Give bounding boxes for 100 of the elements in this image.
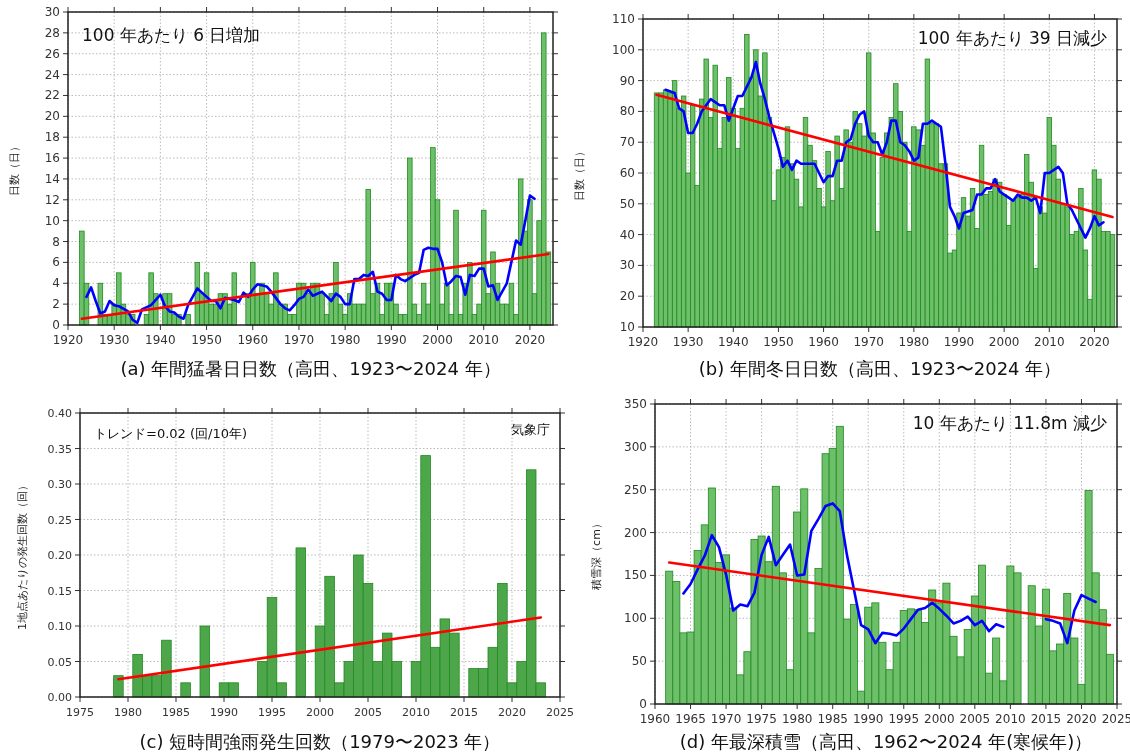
x-tick-label: 1930	[98, 333, 130, 347]
y-tick-label: 60	[619, 166, 635, 180]
x-tick-label: 1995	[888, 712, 920, 726]
text: (d) 年最深積雪（高田、1962〜2024 年(寒候年)）	[679, 731, 1093, 752]
y-tick-label: 300	[624, 439, 647, 454]
x-tick-label: 2000	[988, 335, 1020, 349]
y-tick-label: 14	[44, 171, 60, 186]
x-tick-label: 1980	[114, 706, 142, 719]
x-tick-label: 1920	[627, 335, 659, 349]
annotation: 気象庁	[511, 422, 550, 437]
y-axis-title: 積雪深（cm）	[590, 518, 603, 590]
y-tick-label: 20	[44, 109, 60, 124]
y-axis-title: 日数（日）	[573, 145, 586, 201]
x-tick-label: 2020	[1079, 335, 1110, 349]
x-tick-label: 1980	[781, 712, 813, 726]
bar	[508, 282, 515, 326]
x-tick-label: 1960	[237, 333, 269, 347]
y-tick-label: 0.25	[47, 513, 72, 527]
x-tick-label: 1920	[52, 333, 84, 347]
y-tick-label: 30	[619, 258, 635, 273]
line-series	[85, 194, 536, 325]
y-tick-label: 0	[639, 697, 647, 711]
y-tick-label: 30	[44, 5, 60, 19]
y-tick-label: 250	[624, 482, 647, 497]
x-tick-label: 1990	[376, 333, 407, 347]
bar	[185, 314, 191, 326]
x-tick-label: 1980	[898, 335, 930, 349]
x-tick-label: 2000	[306, 706, 334, 719]
x-tick-label: 1990	[943, 335, 975, 349]
y-axis-title: 1地点あたりの発生回数（回）	[16, 480, 29, 630]
annotation: 10 年あたり 11.8m 減少	[912, 413, 1107, 433]
x-tick-label: 2020	[498, 706, 526, 719]
x-tick-label: 1975	[746, 712, 777, 726]
x-tick-label: 2015	[450, 706, 478, 719]
bar	[231, 272, 237, 326]
text: (b) 年間冬日日数（高田、1923〜2024 年）	[698, 358, 1062, 379]
y-tick-label: 80	[619, 104, 635, 119]
y-tick-label: 2	[52, 297, 60, 312]
x-tick-label: 1970	[853, 335, 884, 349]
y-tick-label: 16	[44, 151, 60, 166]
x-tick-label: 1940	[718, 335, 749, 349]
x-tick-label: 1950	[763, 335, 794, 349]
x-tick-label: 1965	[675, 712, 706, 726]
x-tick-label: 1985	[817, 712, 848, 726]
y-tick-label: 0.05	[47, 655, 72, 669]
y-tick-label: 100	[624, 611, 647, 626]
bar	[365, 188, 371, 326]
y-tick-label: 100	[612, 42, 635, 57]
y-axis-title: 日数（日）	[8, 141, 21, 196]
bar	[295, 547, 306, 698]
x-tick-label: 1995	[258, 706, 286, 719]
x-tick-label: 1950	[191, 333, 222, 347]
bar	[199, 625, 210, 698]
y-tick-label: 150	[624, 568, 647, 583]
y-tick-label: 12	[44, 192, 60, 207]
y-tick-label: 90	[619, 73, 635, 88]
y-tick-label: 28	[44, 25, 60, 40]
y-tick-label: 6	[52, 255, 60, 270]
x-tick-label: 2010	[468, 333, 499, 347]
annotation: 100 年あたり 39 日減少	[917, 28, 1107, 48]
x-tick-label: 1985	[162, 706, 190, 719]
annotation: 100 年あたり 6 日増加	[82, 25, 261, 45]
bar	[113, 675, 124, 698]
x-tick-label: 1940	[145, 333, 176, 347]
line-series	[682, 502, 1005, 645]
y-tick-label: 26	[44, 46, 60, 61]
x-tick-label: 1990	[852, 712, 884, 726]
x-tick-label: 2000	[924, 712, 955, 726]
x-tick-label: 2005	[354, 706, 382, 719]
y-tick-label: 0.20	[47, 549, 72, 562]
y-tick-label: 0.35	[47, 442, 72, 456]
x-tick-label: 2005	[959, 712, 991, 726]
x-tick-label: 1960	[808, 335, 839, 349]
y-tick-label: 200	[624, 525, 647, 540]
text: (c) 短時間強雨発生回数（1979〜2023 年）	[139, 731, 501, 752]
x-tick-label: 1970	[283, 333, 315, 347]
y-tick-label: 22	[44, 88, 60, 103]
y-tick-label: 18	[44, 130, 60, 145]
y-tick-label: 24	[44, 67, 60, 82]
x-tick-label: 2010	[995, 712, 1026, 726]
x-tick-label: 2000	[422, 333, 453, 347]
y-tick-label: 50	[631, 654, 647, 669]
annotation: トレンド=0.02 (回/10年)	[94, 426, 248, 441]
y-tick-label: 20	[619, 289, 635, 304]
bar	[79, 230, 85, 326]
y-tick-label: 0.10	[47, 620, 72, 633]
x-tick-label: 2020	[514, 333, 546, 347]
y-tick-label: 0.40	[47, 407, 72, 420]
y-tick-label: 0	[52, 318, 60, 332]
y-tick-label: 70	[619, 135, 635, 150]
y-tick-label: 10	[44, 213, 60, 228]
x-tick-label: 2020	[1066, 712, 1097, 726]
x-tick-label: 1990	[210, 706, 238, 719]
line-series	[1044, 593, 1097, 645]
y-tick-label: 110	[612, 12, 635, 26]
x-tick-label: 2015	[1030, 712, 1062, 726]
y-tick-label: 10	[619, 320, 635, 334]
y-tick-label: 0.15	[47, 584, 72, 598]
y-tick-label: 50	[619, 196, 635, 211]
y-tick-label: 0.30	[47, 478, 72, 491]
